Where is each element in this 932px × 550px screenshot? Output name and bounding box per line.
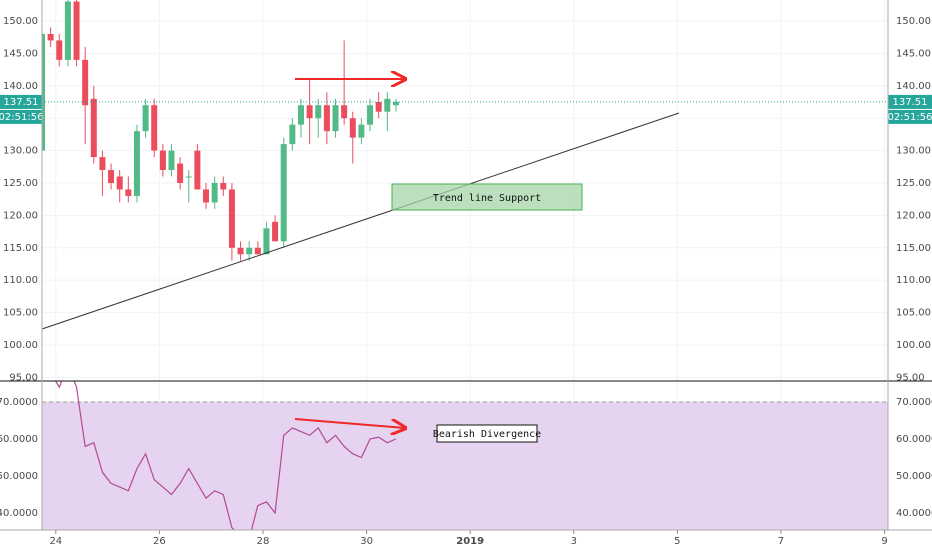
candle-body [263, 228, 270, 255]
candle-body [64, 1, 71, 60]
y-tick-label: 70.0000 [0, 397, 38, 408]
candle-body [323, 105, 330, 132]
y-tick-label: 145.00 [896, 48, 931, 59]
candle-body [47, 33, 54, 41]
x-tick-label: 30 [360, 536, 373, 547]
y-tick-label: 50.0000 [896, 471, 932, 482]
candle-body [341, 105, 348, 119]
last-price-label: 137.51 [893, 97, 928, 108]
y-tick-label: 60.0000 [0, 434, 38, 445]
y-tick-label: 150.00 [3, 16, 38, 27]
annotation: Trend line Support [433, 193, 541, 204]
candle-body [375, 101, 382, 112]
countdown-label: 02:51:56 [888, 112, 932, 123]
x-tick-label: 3 [571, 536, 577, 547]
y-tick-label: 40.0000 [0, 508, 38, 519]
candle-body [159, 150, 166, 171]
candle-body [194, 150, 201, 190]
y-tick-label: 95.00 [896, 372, 925, 383]
candle-body [42, 33, 45, 151]
x-tick-label: 9 [881, 536, 887, 547]
y-tick-label: 145.00 [3, 48, 38, 59]
candle-body [367, 105, 374, 125]
y-tick-label: 110.00 [896, 275, 931, 286]
candle-body [82, 59, 89, 106]
annotation: Bearish Divergence [433, 429, 541, 440]
y-tick-label: 130.00 [896, 146, 931, 157]
candle-body [237, 247, 244, 255]
candle-body [108, 170, 115, 183]
y-tick-label: 50.0000 [0, 471, 38, 482]
countdown-label: 02:51:56 [0, 112, 43, 123]
y-tick-label: 115.00 [896, 243, 931, 254]
candle-body [280, 144, 287, 242]
candle-body [384, 98, 391, 112]
candle-body [177, 163, 184, 183]
y-tick-label: 120.00 [3, 210, 38, 221]
y-tick-label: 40.0000 [896, 508, 932, 519]
rsi-line [54, 381, 397, 530]
annotation-box [436, 424, 538, 443]
y-tick-label: 105.00 [896, 308, 931, 319]
y-tick-label: 110.00 [3, 275, 38, 286]
price-label-box [0, 94, 42, 109]
candle-body [133, 131, 140, 196]
candle-body [392, 101, 399, 106]
candle-body [306, 105, 313, 119]
y-tick-label: 95.00 [9, 372, 38, 383]
candle-body [332, 105, 339, 132]
band [42, 402, 888, 530]
y-tick-label: 100.00 [896, 340, 931, 351]
countdown-box [0, 109, 42, 124]
candle-body [220, 182, 227, 190]
y-tick-label: 140.00 [896, 81, 931, 92]
y-tick-label: 115.00 [3, 243, 38, 254]
candle-body [203, 189, 210, 203]
y-tick-label: 125.00 [3, 178, 38, 189]
candle-body [315, 105, 322, 119]
y-tick-label: 140.00 [3, 81, 38, 92]
x-tick-label: 5 [674, 536, 680, 547]
y-tick-label: 125.00 [896, 178, 931, 189]
price-label-box [888, 94, 932, 109]
x-tick-label: 28 [257, 536, 270, 547]
arrow [294, 418, 405, 428]
trend-line [41, 112, 680, 330]
candle-body [116, 176, 123, 190]
last-price-label: 137.51 [4, 97, 39, 108]
y-tick-label: 120.00 [896, 210, 931, 221]
candle-body [272, 221, 279, 242]
y-tick-label: 130.00 [3, 146, 38, 157]
candle-body [90, 98, 97, 158]
x-tick-label: 24 [49, 536, 62, 547]
candle-body [56, 40, 63, 60]
candle-body [73, 1, 80, 60]
candle-body [185, 176, 192, 178]
x-tick-label: 26 [153, 536, 166, 547]
candle-body [254, 247, 261, 255]
countdown-box [888, 109, 932, 124]
candle-body [125, 189, 132, 196]
y-tick-label: 70.0000 [896, 397, 932, 408]
candle-body [228, 189, 235, 248]
candle-body [349, 118, 356, 138]
support-box [391, 183, 583, 211]
y-tick-label: 150.00 [896, 16, 931, 27]
candle-body [246, 247, 253, 255]
candle-body [289, 124, 296, 145]
candle-body [168, 150, 175, 171]
y-tick-label: 100.00 [3, 340, 38, 351]
candle-body [99, 157, 106, 171]
y-tick-label: 105.00 [3, 308, 38, 319]
candle-body [151, 105, 158, 151]
candle-body [211, 182, 218, 203]
x-tick-label: 2019 [456, 536, 484, 547]
y-tick-label: 60.0000 [896, 434, 932, 445]
candle-body [142, 105, 149, 132]
candle-body [297, 105, 304, 125]
candle-body [358, 124, 365, 138]
x-tick-label: 7 [778, 536, 784, 547]
